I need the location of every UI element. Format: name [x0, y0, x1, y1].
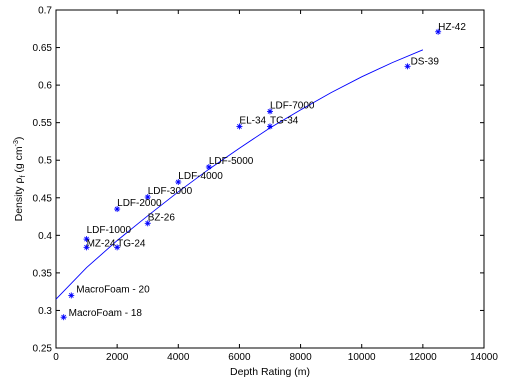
- data-point: [435, 28, 442, 35]
- x-tick-label: 2000: [106, 352, 129, 363]
- data-point: [404, 63, 411, 70]
- y-axis: 0.25 0.3 0.35 0.4 0.45 0.5 0.55 0.6 0.65 0.7: [33, 6, 484, 355]
- y-axis-label: Density ρf (g cm-3): [13, 137, 27, 222]
- fit-curve: [55, 49, 424, 300]
- data-point: [68, 292, 75, 299]
- data-label: LDF-5000: [209, 156, 254, 167]
- data-point: [267, 108, 273, 115]
- data-label: BZ-26: [148, 212, 176, 223]
- data-label: LDF-2000: [117, 198, 162, 209]
- data-label: LDF-1000: [87, 225, 132, 236]
- data-point: [83, 236, 90, 243]
- data-label: EL-34: [239, 115, 266, 126]
- data-label: TG-34: [270, 115, 299, 126]
- data-label: LDF-7000: [270, 100, 315, 111]
- data-label: HZ-42: [438, 22, 466, 33]
- y-tick-label: 0.45: [33, 193, 53, 204]
- data-label: TG-24: [117, 238, 146, 249]
- data-label: LDF-4000: [178, 171, 223, 182]
- y-tick-label: 0.6: [38, 81, 52, 92]
- data-point: [83, 244, 90, 251]
- x-axis: 0 2000 4000 6000 8000 10000 12000 14000: [53, 10, 498, 363]
- data-point: [267, 123, 273, 130]
- data-label: DS-39: [411, 56, 440, 67]
- x-tick-label: 0: [53, 352, 59, 363]
- y-tick-label: 0.65: [33, 43, 53, 54]
- data-point: [205, 163, 212, 170]
- data-point: [60, 314, 67, 321]
- y-tick-label: 0.3: [38, 306, 52, 317]
- axes-box: [55, 9, 485, 349]
- data-point: [144, 220, 151, 227]
- y-tick-label: 0.55: [33, 118, 53, 129]
- data-point: [175, 179, 182, 186]
- x-tick-label: 4000: [167, 352, 190, 363]
- y-tick-label: 0.25: [33, 344, 53, 355]
- data-point: [114, 206, 121, 213]
- data-point: [114, 244, 121, 251]
- x-tick-label: 14000: [470, 352, 498, 363]
- plot-area: [55, 9, 485, 349]
- x-tick-label: 12000: [409, 352, 437, 363]
- x-tick-label: 10000: [348, 352, 376, 363]
- data-label: MacroFoam - 18: [69, 308, 143, 319]
- data-label: LDF-3000: [148, 186, 193, 197]
- y-tick-label: 0.5: [38, 156, 52, 167]
- data-label: MacroFoam - 20: [76, 284, 150, 295]
- y-tick-label: 0.7: [38, 6, 52, 17]
- x-tick-label: 6000: [228, 352, 251, 363]
- data-label: MZ-24: [87, 238, 116, 249]
- data-points: [60, 28, 442, 321]
- point-labels: MacroFoam - 18 MacroFoam - 20 LDF-1000 MZ-2…: [69, 22, 467, 319]
- y-tick-label: 0.4: [38, 231, 52, 242]
- data-point: [144, 194, 151, 201]
- data-point: [236, 123, 243, 130]
- x-axis-label: Depth Rating (m): [230, 366, 310, 378]
- x-tick-label: 8000: [289, 352, 312, 363]
- y-tick-label: 0.35: [33, 268, 53, 279]
